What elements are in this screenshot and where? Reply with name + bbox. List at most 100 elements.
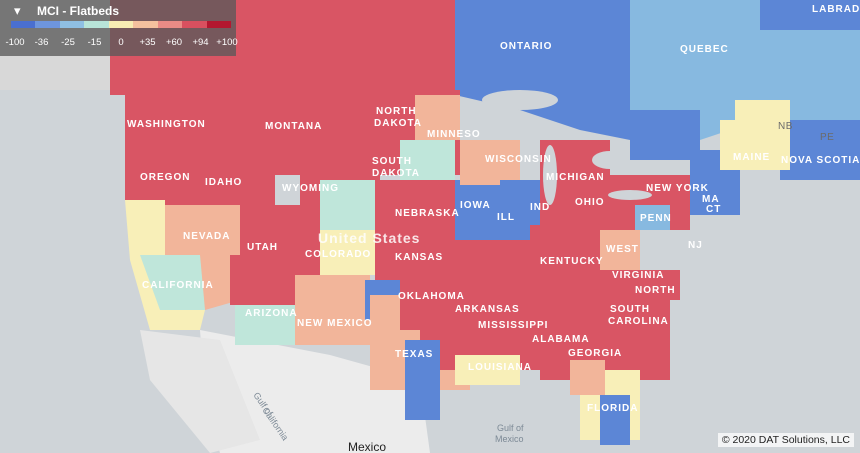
region-louisiana[interactable] <box>455 355 520 385</box>
label-north-carolina: NORTH <box>635 285 676 296</box>
legend-swatch <box>182 21 207 28</box>
lake-michigan <box>543 145 557 205</box>
legend-swatch <box>157 21 183 28</box>
region-ontario[interactable] <box>455 0 630 140</box>
legend-swatch <box>84 21 109 28</box>
region-pacific-northwest[interactable] <box>125 90 275 205</box>
label-idaho: IDAHO <box>205 177 242 188</box>
label-florida: FLORIDA <box>587 403 638 414</box>
legend-swatch <box>59 21 85 28</box>
legend-tick-label: +94 <box>192 37 209 48</box>
label-kansas: KANSAS <box>395 252 443 263</box>
label-ma: MA <box>702 194 720 205</box>
legend-tick-label: +100 <box>216 37 238 48</box>
legend-tick-label: -100 <box>5 37 25 48</box>
region-colorado-south[interactable] <box>320 230 375 275</box>
region-labrador[interactable] <box>760 0 860 30</box>
legend-title: MCI - Flatbeds <box>37 4 120 18</box>
label-ohio: OHIO <box>575 197 605 208</box>
legend-swatch <box>11 21 36 28</box>
legend-swatch <box>206 21 231 28</box>
label-montana: MONTANA <box>265 121 322 132</box>
mexico-landmass <box>200 330 430 453</box>
label-arkansas: ARKANSAS <box>455 304 520 315</box>
label-colorado: COLORADO <box>305 249 371 260</box>
label-arizona: ARIZONA <box>245 308 298 319</box>
label-iowa: IOWA <box>460 200 491 211</box>
region-maritimes[interactable] <box>780 120 860 180</box>
legend-swatch <box>35 21 60 28</box>
region-arkansas-mississippi[interactable] <box>455 300 540 370</box>
region-california-south[interactable] <box>140 255 205 310</box>
label-wyoming: WYOMING <box>282 183 339 194</box>
region-iowa[interactable] <box>455 180 500 240</box>
label-mississippi: MISSISSIPPI <box>478 320 548 331</box>
label-north-dakota-1: NORTH <box>376 106 417 117</box>
label-louisiana: LOUISIANA <box>468 362 532 373</box>
region-arizona[interactable] <box>230 255 300 305</box>
label-utah: UTAH <box>247 242 278 253</box>
legend-tick-label: +60 <box>165 37 183 48</box>
region-kansas[interactable] <box>375 230 455 290</box>
region-florida-south[interactable] <box>600 395 630 445</box>
label-pe: PE <box>820 132 834 143</box>
region-georgia-carolinas[interactable] <box>600 300 670 380</box>
label-virginia: VIRGINIA <box>612 270 664 281</box>
region-oklahoma[interactable] <box>400 280 470 330</box>
label-west-virginia: WEST <box>606 244 639 255</box>
label-oklahoma: OKLAHOMA <box>398 291 465 302</box>
legend-swatch <box>133 21 158 28</box>
region-west-virginia[interactable] <box>600 230 640 270</box>
label-south-dakota-2: DAKOTA <box>372 168 420 179</box>
legend-tick-label: -36 <box>34 37 49 48</box>
label-gulf-mexico-2: Mexico <box>495 434 524 444</box>
label-pennsylvania: PENN <box>640 213 672 224</box>
label-south-carolina-1: SOUTH <box>610 304 650 315</box>
region-minnesota-west[interactable] <box>415 95 460 140</box>
label-minnesota: MINNESO <box>427 129 481 140</box>
legend-swatch <box>108 21 134 28</box>
region-virginia[interactable] <box>600 270 680 300</box>
baja-landmass <box>140 330 260 453</box>
label-quebec: QUEBEC <box>680 44 729 55</box>
label-indiana: IND <box>530 202 550 213</box>
label-georgia: GEORGIA <box>568 348 622 359</box>
label-washington: WASHINGTON <box>127 119 206 130</box>
label-nova-scotia: NOVA SCOTIA <box>781 155 860 166</box>
region-nebraska[interactable] <box>375 180 455 230</box>
legend-panel: ▾ MCI - Flatbeds -100 -36 -25 -15 0 +35 +60 +94… <box>0 0 238 56</box>
label-mexico: Mexico <box>348 440 386 453</box>
legend-color-scale <box>11 21 231 28</box>
lake-superior <box>482 90 558 110</box>
region-quebec[interactable] <box>630 0 860 140</box>
region-texas-south[interactable] <box>405 340 440 420</box>
legend-tick-label: 0 <box>118 37 124 48</box>
collapse-caret-icon[interactable]: ▾ <box>14 3 21 18</box>
legend-tick-label: +35 <box>139 37 156 48</box>
label-oregon: OREGON <box>140 172 190 183</box>
label-california: CALIFORNIA <box>142 280 214 291</box>
region-ontario-east[interactable] <box>630 110 700 160</box>
legend-tick-label: -15 <box>87 37 102 48</box>
label-labrador: LABRAD <box>812 4 860 15</box>
region-new-mexico[interactable] <box>295 275 370 345</box>
region-wisconsin[interactable] <box>460 140 520 185</box>
lake-erie <box>608 190 652 200</box>
region-arizona-south[interactable] <box>235 300 300 345</box>
label-wisconsin: WISCONSIN <box>485 154 552 165</box>
label-nebraska: NEBRASKA <box>395 208 460 219</box>
label-nevada: NEVADA <box>183 231 230 242</box>
label-alabama: ALABAMA <box>532 334 590 345</box>
region-florida-panhandle[interactable] <box>570 360 605 395</box>
label-south-dakota-1: SOUTH <box>372 156 412 167</box>
region-maine[interactable] <box>720 120 790 170</box>
legend-tick-labels: -100 -36 -25 -15 0 +35 +60 +94 +100 <box>0 37 238 51</box>
lake-huron <box>592 151 628 169</box>
region-kentucky[interactable] <box>530 225 600 300</box>
region-penn-east[interactable] <box>635 205 670 230</box>
label-united-states: United States <box>318 230 420 246</box>
region-missouri[interactable] <box>455 240 530 300</box>
region-minnesota-south[interactable] <box>400 140 455 190</box>
